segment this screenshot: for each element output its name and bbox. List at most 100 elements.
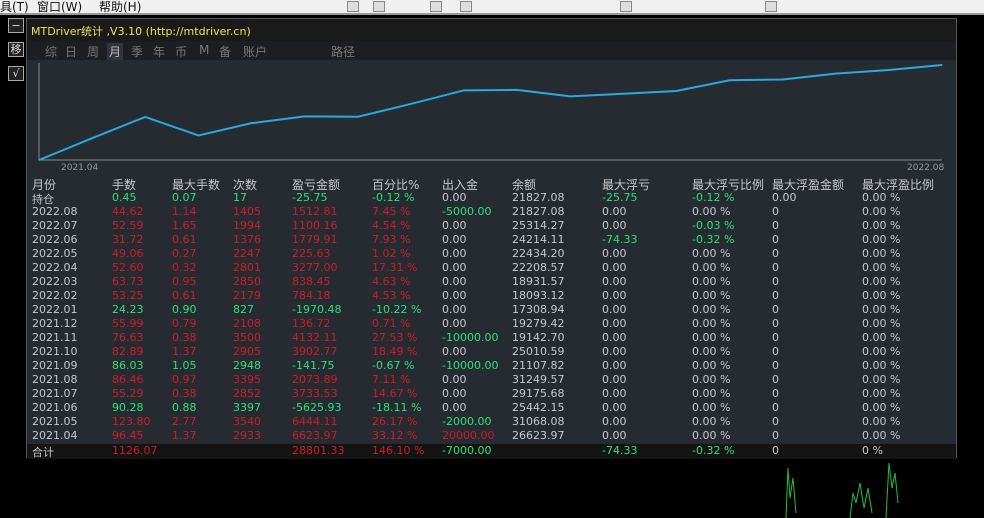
cell-7: 21107.82 bbox=[512, 359, 565, 372]
cell-10: 0 bbox=[772, 429, 779, 442]
title-bar[interactable]: MTDriver统计 ,V3.10 (http://mtdriver.cn) bbox=[27, 19, 956, 41]
cell-6: 20000.00 bbox=[442, 429, 495, 442]
tab-1[interactable]: 日 bbox=[65, 45, 78, 59]
cell-11: 0.00 % bbox=[862, 429, 901, 442]
cell-11: 0.00 % bbox=[862, 219, 901, 232]
cell-3: 2933 bbox=[233, 429, 261, 442]
cell-2: 0.38 bbox=[172, 331, 197, 344]
move-button[interactable]: 移 bbox=[8, 42, 24, 57]
toolbar-button[interactable] bbox=[373, 1, 385, 12]
table-row: 2021.05 123.80 2.77 3540 6444.11 26.17 % -2000… bbox=[27, 415, 956, 429]
menu-window[interactable]: 窗口(W) bbox=[37, 0, 83, 14]
cell-3: 3500 bbox=[233, 331, 261, 344]
equity-point bbox=[941, 64, 943, 66]
cell-10: 0 bbox=[772, 303, 779, 316]
cell-0: 2022.02 bbox=[32, 289, 78, 302]
cell-1: 86.46 bbox=[112, 373, 144, 386]
tab-9[interactable]: 账户 bbox=[243, 45, 268, 59]
cell-2: 0.95 bbox=[172, 275, 197, 288]
table-row: 2021.10 82.89 1.37 2905 3902.77 18.49 % 0.00 25… bbox=[27, 345, 956, 359]
cell-10: 0 bbox=[772, 387, 779, 400]
cell-7: 18093.12 bbox=[512, 289, 565, 302]
menu-tools[interactable]: 具(T) bbox=[0, 0, 29, 14]
tab-10[interactable]: 路径 bbox=[331, 45, 356, 59]
cell-3: 3397 bbox=[233, 401, 261, 414]
cell-0: 2021.09 bbox=[32, 359, 78, 372]
cell-8: -74.33 bbox=[602, 233, 638, 246]
tab-6[interactable]: 币 bbox=[175, 45, 188, 59]
cell-8: 0.00 bbox=[602, 401, 627, 414]
cell-9: 0.00 % bbox=[692, 317, 731, 330]
cell-2: 1.14 bbox=[172, 205, 197, 218]
cell-4: 838.45 bbox=[292, 275, 331, 288]
tab-8[interactable]: 备 bbox=[219, 45, 232, 59]
toolbar-button[interactable] bbox=[765, 1, 777, 12]
tab-7[interactable]: M bbox=[199, 43, 210, 57]
x-tick-label-start: 2021.04 bbox=[61, 163, 98, 173]
table-header: 月份 手数 最大手数 次数 盈亏金额 百分比% 出入金 余额 最大浮亏 最大浮亏比例 最大浮盈金额 最… bbox=[27, 177, 956, 192]
cell-5: 26.17 % bbox=[372, 415, 418, 428]
monthly-stats-table: 月份 手数 最大手数 次数 盈亏金额 百分比% 出入金 余额 最大浮亏 最大浮亏比例 最大浮盈金额 最… bbox=[27, 177, 956, 459]
cell-9: 最大浮亏比例 bbox=[692, 178, 765, 192]
cell-3: 3395 bbox=[233, 373, 261, 386]
cell-8: 0.00 bbox=[602, 373, 627, 386]
cell-9: 0.00 % bbox=[692, 401, 731, 414]
cell-7: 26623.97 bbox=[512, 429, 565, 442]
tab-0[interactable]: 综 bbox=[45, 45, 58, 59]
cell-0: 2022.04 bbox=[32, 261, 78, 274]
cell-8: 0.00 bbox=[602, 205, 627, 218]
cell-3: 2905 bbox=[233, 345, 261, 358]
cell-11: 0.00 % bbox=[862, 247, 901, 260]
cell-2: 0.07 bbox=[172, 191, 197, 204]
cell-2: 1.65 bbox=[172, 219, 197, 232]
cell-7: 19279.42 bbox=[512, 317, 565, 330]
toolbar-button[interactable] bbox=[430, 1, 442, 12]
cell-0: 2021.12 bbox=[32, 317, 78, 330]
menu-bar: 具(T) 窗口(W) 帮助(H) bbox=[0, 0, 984, 15]
cell-5: 4.54 % bbox=[372, 219, 411, 232]
cell-4: 6444.11 bbox=[292, 415, 338, 428]
cell-5: -0.12 % bbox=[372, 191, 415, 204]
menu-help[interactable]: 帮助(H) bbox=[99, 0, 142, 14]
cell-2: 2.77 bbox=[172, 415, 197, 428]
cell-10: 0 bbox=[772, 317, 779, 330]
cell-8: 0.00 bbox=[602, 317, 627, 330]
cell-1: 53.25 bbox=[112, 289, 144, 302]
cell-3: 2850 bbox=[233, 275, 261, 288]
cell-10: 0 bbox=[772, 415, 779, 428]
cell-11: 最大浮盈比例 bbox=[862, 178, 935, 192]
cell-2: 0.97 bbox=[172, 373, 197, 386]
cell-6: 0.00 bbox=[442, 401, 467, 414]
table-row: 2021.09 86.03 1.05 2948 -141.75 -0.67 % -10000… bbox=[27, 359, 956, 373]
cell-9: 0.00 % bbox=[692, 261, 731, 274]
cell-10: 0.00 bbox=[772, 191, 797, 204]
cell-5: 百分比% bbox=[372, 178, 420, 192]
table-row: 2021.11 76.63 0.38 3500 4132.11 27.53 % -10000… bbox=[27, 331, 956, 345]
cell-1: 86.03 bbox=[112, 359, 144, 372]
cell-10: 0 bbox=[772, 205, 779, 218]
period-tabs: 综日周月季年币 M 备账户 路径 bbox=[27, 41, 956, 60]
check-button[interactable]: √ bbox=[8, 66, 24, 81]
equity-point bbox=[304, 115, 306, 117]
cell-1: 24.23 bbox=[112, 303, 144, 316]
tab-3[interactable]: 月 bbox=[107, 43, 124, 60]
cell-2: 0.38 bbox=[172, 387, 197, 400]
cell-2: 1.37 bbox=[172, 345, 197, 358]
tab-2[interactable]: 周 bbox=[87, 45, 100, 59]
tab-4[interactable]: 季 bbox=[131, 45, 144, 59]
cell-0: 2022.08 bbox=[32, 205, 78, 218]
cell-5: 7.93 % bbox=[372, 233, 411, 246]
tab-5[interactable]: 年 bbox=[153, 45, 166, 59]
toolbar-button[interactable] bbox=[460, 1, 472, 12]
toolbar-button[interactable] bbox=[620, 1, 632, 12]
cell-11: 0.00 % bbox=[862, 303, 901, 316]
cell-1: 96.45 bbox=[112, 429, 144, 442]
cell-11: 0.00 % bbox=[862, 289, 901, 302]
cell-7: 22208.57 bbox=[512, 261, 565, 274]
toolbar-button[interactable] bbox=[347, 1, 359, 12]
cell-9: 0.00 % bbox=[692, 303, 731, 316]
cell-2: 0.79 bbox=[172, 317, 197, 330]
table-row: 2022.07 52.59 1.65 1994 1100.16 4.54 % 0.00 253… bbox=[27, 219, 956, 233]
cell-9: -0.32 % bbox=[692, 233, 735, 246]
minimize-button[interactable]: − bbox=[8, 18, 24, 33]
